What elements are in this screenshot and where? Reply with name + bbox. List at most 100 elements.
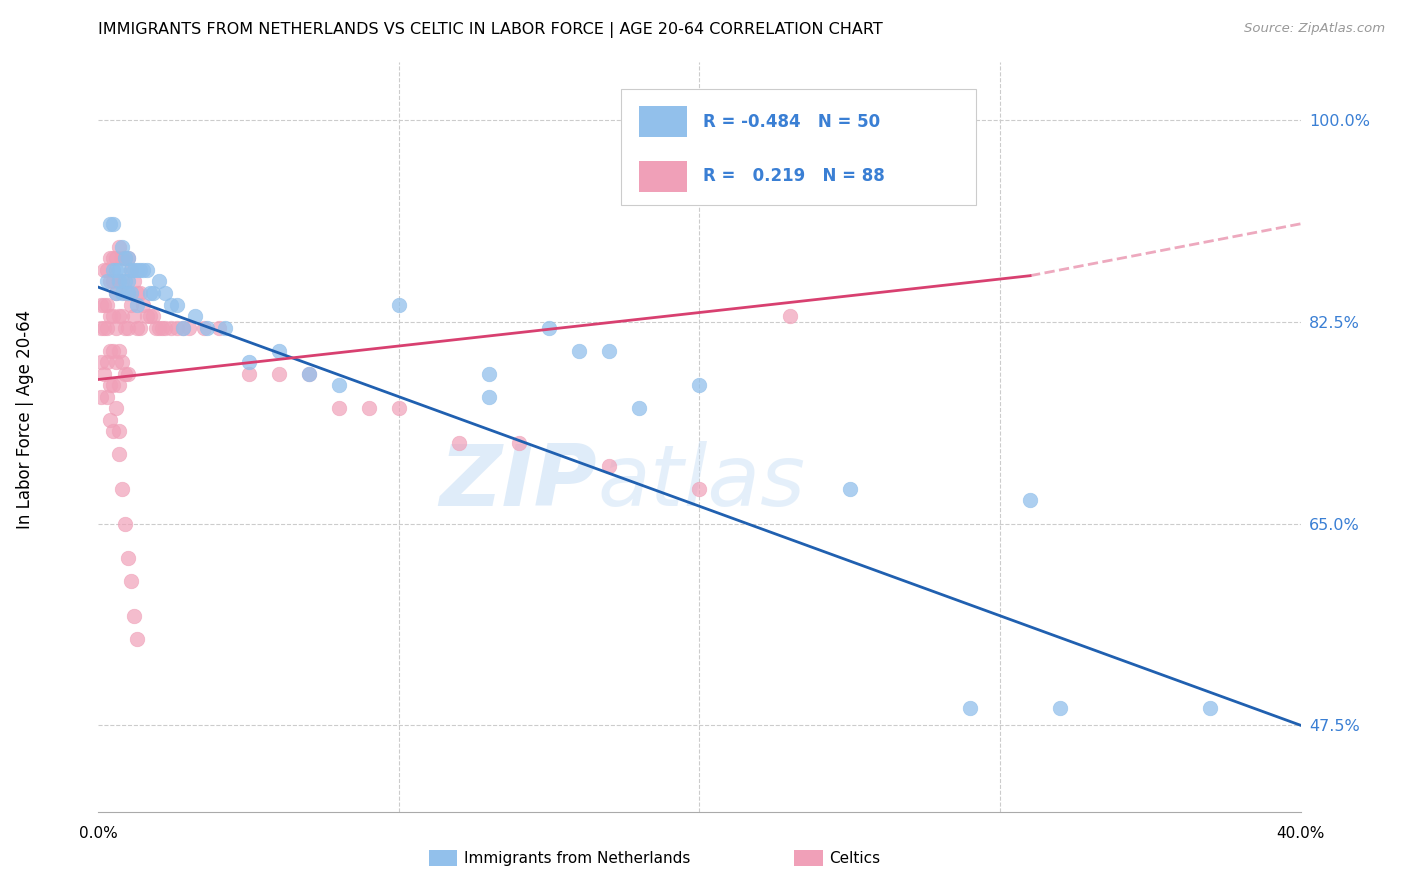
Point [129, 263, 152, 277]
Point [127, 320, 149, 334]
Point [117, 252, 139, 266]
Text: 40.0%: 40.0% [1277, 826, 1324, 840]
Point [108, 240, 131, 254]
Point [100, 252, 122, 266]
Point [1019, 493, 1042, 508]
Text: 0.0%: 0.0% [79, 826, 118, 840]
Point [598, 458, 620, 473]
Point [478, 367, 501, 381]
Point [114, 367, 136, 381]
Point [111, 240, 134, 254]
Point [93, 320, 115, 334]
Point [121, 574, 143, 589]
Point [103, 217, 125, 231]
Point [183, 309, 205, 323]
Point [628, 401, 651, 416]
Point [96, 390, 118, 404]
Point [688, 378, 710, 392]
Point [93, 367, 115, 381]
Point [159, 320, 181, 334]
Point [96, 297, 118, 311]
Point [90, 320, 112, 334]
Point [96, 275, 118, 289]
Point [117, 285, 139, 300]
Point [111, 275, 134, 289]
Text: Immigrants from Netherlands: Immigrants from Netherlands [464, 851, 690, 865]
Point [138, 285, 160, 300]
Point [124, 263, 146, 277]
Point [103, 263, 125, 277]
Point [108, 275, 131, 289]
Point [148, 320, 170, 334]
Point [153, 285, 176, 300]
Point [105, 320, 128, 334]
Point [159, 297, 181, 311]
Point [114, 285, 136, 300]
Point [93, 297, 115, 311]
Point [121, 297, 143, 311]
Text: Source: ZipAtlas.com: Source: ZipAtlas.com [1244, 22, 1385, 36]
Point [114, 252, 136, 266]
Point [141, 285, 163, 300]
Point [108, 378, 131, 392]
Point [267, 367, 290, 381]
Point [208, 320, 231, 334]
Point [388, 401, 411, 416]
Point [138, 309, 160, 323]
Point [108, 447, 131, 461]
Text: R = -0.484   N = 50: R = -0.484 N = 50 [703, 112, 880, 130]
Point [177, 320, 200, 334]
Point [598, 343, 620, 358]
Text: ZIP: ZIP [440, 441, 598, 524]
Point [150, 320, 173, 334]
FancyBboxPatch shape [621, 88, 976, 205]
Bar [640, 161, 688, 192]
Point [108, 425, 131, 439]
Point [124, 608, 146, 623]
Point [959, 701, 981, 715]
Point [447, 435, 470, 450]
Point [108, 343, 131, 358]
Point [1199, 701, 1222, 715]
Point [145, 320, 167, 334]
Point [100, 413, 122, 427]
Point [166, 320, 188, 334]
Point [388, 297, 411, 311]
Point [105, 285, 128, 300]
Point [100, 217, 122, 231]
Point [117, 551, 139, 566]
Point [90, 355, 112, 369]
Point [127, 263, 149, 277]
Point [129, 320, 152, 334]
Point [111, 252, 134, 266]
Point [96, 320, 118, 334]
Point [103, 343, 125, 358]
Point [100, 309, 122, 323]
Point [193, 320, 215, 334]
Point [105, 252, 128, 266]
Point [127, 285, 149, 300]
Point [111, 285, 134, 300]
Point [538, 320, 561, 334]
Point [121, 285, 143, 300]
Point [103, 425, 125, 439]
Point [129, 285, 152, 300]
Point [132, 263, 155, 277]
Point [114, 275, 136, 289]
Point [357, 401, 380, 416]
Point [779, 309, 801, 323]
Point [121, 263, 143, 277]
Bar [640, 106, 688, 137]
Point [108, 275, 131, 289]
Point [105, 263, 128, 277]
Point [100, 275, 122, 289]
Point [148, 275, 170, 289]
Point [688, 482, 710, 496]
Point [103, 275, 125, 289]
Point [124, 275, 146, 289]
Text: atlas: atlas [598, 441, 806, 524]
Point [114, 516, 136, 531]
Point [238, 367, 260, 381]
Point [114, 252, 136, 266]
Point [214, 320, 236, 334]
